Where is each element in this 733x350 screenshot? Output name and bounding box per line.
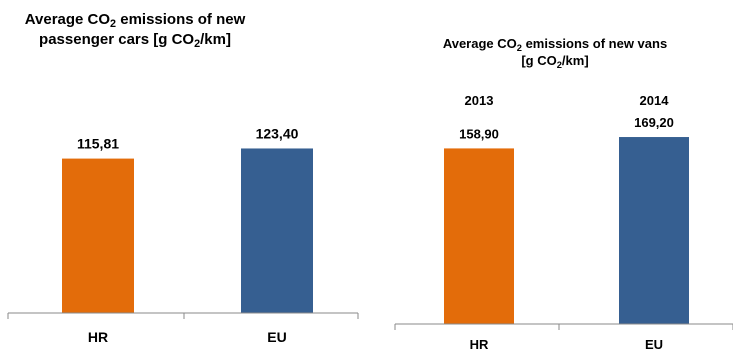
value-label-vans-hr: 158,90 [459,126,499,141]
category-label-vans-eu: EU [645,337,663,350]
bar-vans-hr [444,148,514,324]
chart-title-cars: Average CO2 emissions of new passenger c… [24,11,246,50]
chart-vans: Average CO2 emissions of new vans [g CO2… [360,0,733,350]
category-label-vans-hr: HR [470,337,489,350]
value-label-vans-eu: 169,20 [634,115,674,130]
bar-vans-eu [619,137,689,324]
chart-plot-vans: 158,90 HR 2013 169,20 EU 2014 [394,93,733,350]
bar-cars-eu [241,148,313,313]
category-label-cars-hr: HR [88,329,108,345]
bar-cars-hr [62,158,134,313]
year-label-vans-2013: 2013 [465,93,494,108]
year-label-vans-2014: 2014 [640,93,670,108]
chart-title-vans: Average CO2 emissions of new vans [g CO2… [442,36,668,70]
chart-cars: Average CO2 emissions of new passenger c… [0,0,360,350]
value-label-cars-eu: 123,40 [256,125,299,141]
category-label-cars-eu: EU [267,329,286,345]
value-label-cars-hr: 115,81 [77,136,119,152]
chart-plot-cars: 115,81 HR 123,40 EU [7,125,359,345]
